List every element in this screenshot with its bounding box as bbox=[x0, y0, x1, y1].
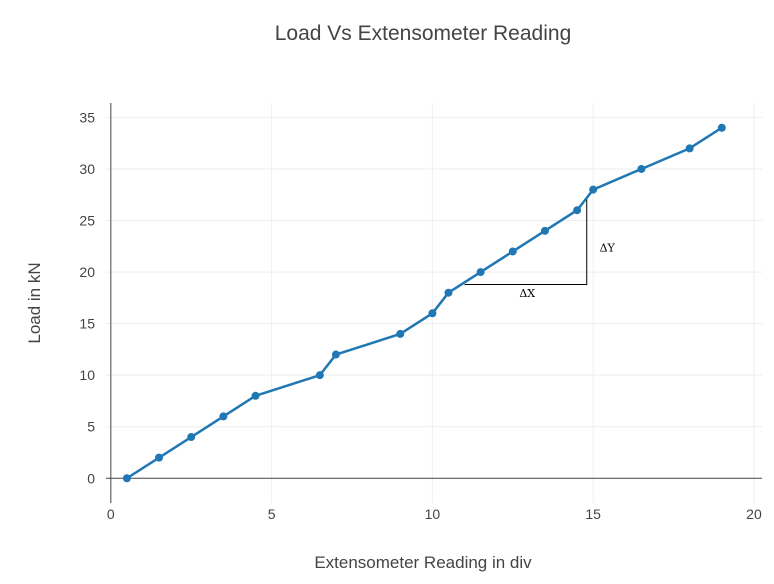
data-point bbox=[508, 247, 517, 256]
data-point bbox=[476, 268, 485, 277]
delta-x-label: ΔX bbox=[519, 287, 535, 300]
delta-y-label: ΔY bbox=[600, 241, 616, 254]
series bbox=[122, 123, 726, 483]
data-point bbox=[444, 288, 453, 297]
chart-title: Load Vs Extensometer Reading bbox=[275, 22, 572, 45]
data-point bbox=[187, 433, 196, 442]
x-tick-labels: 0 5 10 15 20 bbox=[107, 506, 762, 522]
y-tick-label: 10 bbox=[79, 367, 95, 383]
x-tick-label: 15 bbox=[585, 506, 601, 522]
data-point bbox=[219, 412, 228, 421]
x-tick-label: 5 bbox=[268, 506, 276, 522]
data-point bbox=[315, 371, 324, 380]
y-tick-label: 20 bbox=[79, 264, 95, 280]
data-point bbox=[155, 453, 164, 462]
y-tick-labels: 0 5 10 15 20 25 30 35 bbox=[79, 109, 95, 486]
slope-annotation: ΔX ΔY bbox=[464, 197, 616, 300]
data-point bbox=[685, 144, 694, 153]
series-line bbox=[126, 126, 723, 480]
x-tick-label: 0 bbox=[107, 506, 115, 522]
y-tick-label: 0 bbox=[87, 470, 95, 486]
y-tick-label: 5 bbox=[87, 419, 95, 435]
data-point bbox=[396, 329, 405, 338]
y-tick-label: 25 bbox=[79, 213, 95, 229]
slope-triangle bbox=[464, 197, 588, 285]
axes bbox=[106, 103, 762, 503]
y-axis-title: Load in kN bbox=[25, 262, 44, 343]
data-point bbox=[717, 123, 726, 132]
data-point bbox=[428, 309, 437, 318]
data-point bbox=[573, 206, 582, 215]
y-tick-label: 30 bbox=[79, 161, 95, 177]
x-axis-title: Extensometer Reading in div bbox=[314, 553, 532, 572]
x-tick-label: 10 bbox=[425, 506, 441, 522]
data-point bbox=[251, 391, 260, 400]
data-point bbox=[540, 226, 549, 235]
data-point bbox=[331, 350, 340, 359]
x-tick-label: 20 bbox=[746, 506, 762, 522]
data-point bbox=[589, 185, 598, 194]
y-tick-label: 35 bbox=[79, 109, 95, 125]
grid bbox=[106, 103, 762, 503]
data-point bbox=[122, 474, 131, 483]
data-point bbox=[637, 164, 646, 173]
y-tick-label: 15 bbox=[79, 316, 95, 332]
